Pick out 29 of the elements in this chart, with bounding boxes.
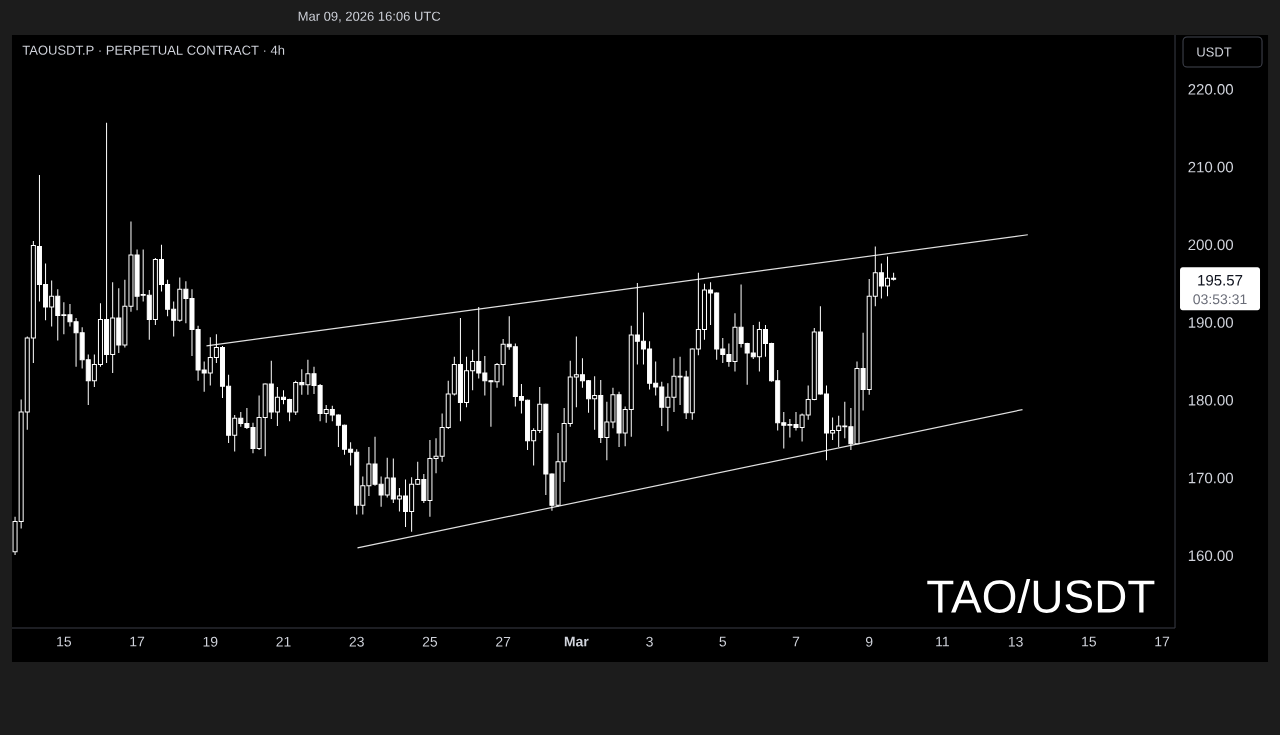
x-tick-label: 13 bbox=[1008, 636, 1023, 647]
x-tick-label: 19 bbox=[203, 636, 218, 647]
y-tick-label: 220.00 bbox=[1188, 84, 1234, 95]
x-tick-label: 5 bbox=[719, 636, 727, 647]
x-tick-label: 7 bbox=[792, 636, 800, 647]
y-tick-label: 200.00 bbox=[1188, 239, 1234, 251]
y-axis-title: USDT bbox=[1197, 47, 1232, 57]
x-tick-label: 17 bbox=[130, 636, 145, 647]
text: 195.57 bbox=[1198, 274, 1243, 286]
y-tick-label: 190.00 bbox=[1188, 317, 1234, 328]
x-tick-label: 23 bbox=[349, 636, 364, 647]
x-tick-label: 15 bbox=[57, 636, 72, 647]
x-tick-label: 9 bbox=[865, 636, 873, 647]
text: 03:53:31 bbox=[1193, 294, 1247, 305]
y-tick-label: 160.00 bbox=[1188, 550, 1234, 562]
x-tick-label: 3 bbox=[646, 636, 653, 647]
text: Mar 09, 2026 16:06 UTC bbox=[298, 11, 441, 23]
x-tick-label: 27 bbox=[496, 636, 511, 647]
x-tick-label: 21 bbox=[276, 636, 291, 647]
x-tick-label: 15 bbox=[1082, 636, 1097, 647]
x-tick-label: Mar bbox=[564, 636, 589, 647]
text: TAOUSDT.P · PERPETUAL CONTRACT · 4h bbox=[22, 45, 285, 55]
y-tick-label: 170.00 bbox=[1188, 472, 1234, 484]
x-tick-label: 17 bbox=[1155, 636, 1170, 647]
text: TAO/USDT bbox=[927, 579, 1155, 613]
y-tick-label: 210.00 bbox=[1188, 161, 1234, 173]
y-tick-label: 180.00 bbox=[1188, 394, 1234, 406]
x-tick-label: 11 bbox=[936, 636, 949, 647]
x-tick-label: 25 bbox=[422, 636, 438, 647]
